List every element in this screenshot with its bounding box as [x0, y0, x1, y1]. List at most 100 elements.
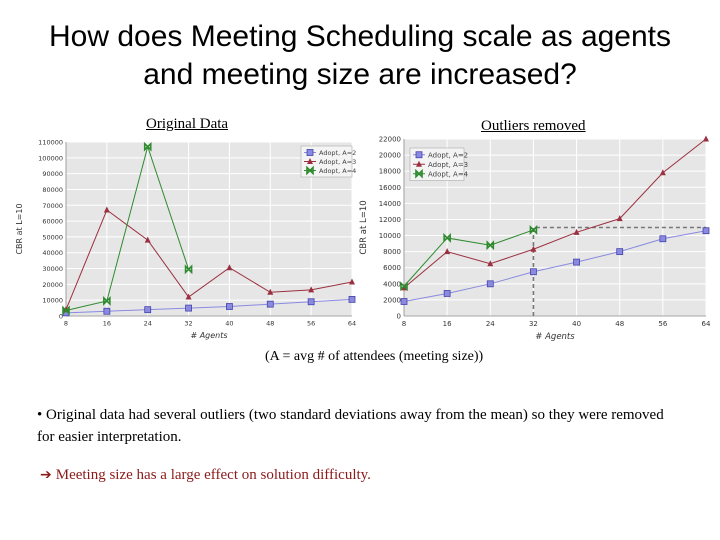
data-point: [486, 240, 495, 251]
legend-entry: Adopt, A=2: [428, 151, 468, 159]
data-point: [400, 281, 408, 292]
data-point: [267, 288, 274, 295]
data-point: [226, 264, 233, 271]
data-point: [703, 135, 709, 142]
x-tick-label: 24: [486, 320, 495, 328]
y-tick-label: 70000: [42, 202, 63, 210]
data-point: [573, 228, 580, 235]
data-point: [702, 227, 710, 235]
data-point: [659, 169, 666, 176]
y-tick-label: 22000: [379, 136, 401, 144]
outliers-removed-label: Outliers removed: [481, 118, 586, 134]
original-data-label: Original Data: [146, 116, 229, 132]
y-tick-label: 40000: [42, 249, 63, 257]
legend-marker: [306, 149, 314, 156]
data-point: [486, 280, 494, 288]
series-line: [65, 144, 190, 311]
data-point: [308, 286, 315, 293]
chart-original-data: 0 10000 20000 30000 40000 50000 60000 70000 8000…: [15, 139, 356, 341]
data-point: [103, 206, 110, 213]
x-tick-label: 32: [529, 320, 538, 328]
data-point: [143, 141, 152, 152]
data-point: [62, 305, 70, 316]
y-tick-label: 100000: [38, 154, 63, 162]
x-tick-label: 64: [348, 320, 356, 328]
chart-outliers-removed: 0 2000 4000 6000 8000 10000 12000 14000 16000 180…: [359, 135, 711, 342]
series-line: [65, 298, 353, 314]
data-point: [185, 293, 192, 300]
data-point: [573, 258, 580, 266]
x-tick-label: 40: [572, 320, 581, 328]
y-tick-label: 18000: [379, 168, 401, 176]
series-line: [403, 138, 707, 289]
y-tick-label: 2000: [383, 296, 401, 304]
y-tick-label: 110000: [38, 139, 63, 147]
data-point: [530, 245, 537, 252]
series-line: [403, 230, 707, 303]
y-tick-label: 14000: [379, 200, 401, 208]
legend-entry: Adopt, A=3: [319, 158, 356, 166]
data-point: [103, 307, 111, 315]
y-tick-label: 16000: [379, 184, 401, 192]
y-tick-label: 0: [397, 313, 401, 321]
legend-entry: Adopt, A=4: [428, 170, 469, 178]
y-tick-label: 50000: [42, 233, 63, 241]
arrow-right-icon: ➔: [40, 467, 52, 483]
reference-dashed-line: [532, 226, 706, 316]
data-point: [400, 298, 408, 305]
y-axis-label: CBR at L=10: [359, 200, 369, 254]
x-tick-label: 56: [658, 320, 667, 328]
x-tick-label: 64: [702, 320, 711, 328]
data-point: [226, 303, 233, 310]
legend-marker: [415, 151, 423, 159]
y-tick-label: 90000: [42, 170, 63, 178]
data-point: [307, 298, 315, 306]
data-point: [616, 248, 624, 256]
legend-entry: Adopt, A=3: [428, 161, 468, 169]
y-tick-label: 10000: [379, 232, 401, 240]
series-line: [403, 229, 534, 287]
legend-entry: Adopt, A=2: [319, 149, 356, 157]
data-point: [184, 264, 193, 275]
y-tick-label: 80000: [42, 186, 63, 194]
y-tick-label: 30000: [42, 265, 63, 273]
data-point: [144, 236, 151, 243]
y-tick-label: 20000: [42, 281, 63, 289]
x-tick-label: 8: [64, 320, 68, 328]
x-tick-label: 8: [402, 320, 406, 328]
conclusion-text: Meeting size has a large effect on solut…: [55, 467, 371, 483]
x-tick-label: 48: [615, 320, 624, 328]
y-tick-label: 4000: [383, 280, 401, 288]
data-point: [443, 233, 451, 243]
data-point: [487, 260, 494, 267]
legend-marker: [307, 158, 313, 164]
data-point: [530, 268, 537, 276]
x-tick-label: 32: [184, 320, 192, 328]
x-tick-label: 24: [144, 320, 152, 328]
data-point: [63, 306, 69, 313]
y-axis-label: CBR at L=10: [15, 203, 24, 254]
data-point: [444, 248, 451, 255]
data-point: [266, 300, 274, 308]
y-tick-label: 0: [59, 313, 63, 321]
attendees-caption: (A = avg # of attendees (meeting size)): [265, 349, 484, 364]
data-point: [349, 278, 355, 285]
data-point: [616, 215, 623, 222]
data-point: [348, 295, 356, 303]
data-point: [529, 224, 538, 235]
outlier-bullet-text: • Original data had several outliers (tw…: [37, 407, 664, 445]
x-tick-label: 56: [307, 320, 315, 328]
data-point: [185, 304, 192, 312]
slide-title: How does Meeting Scheduling scale as age…: [48, 20, 672, 91]
y-tick-label: 20000: [379, 152, 401, 160]
conclusion-line: ➔ Meeting size has a large effect on solu…: [40, 467, 371, 484]
series-line: [65, 209, 353, 310]
x-tick-label: 16: [103, 320, 111, 328]
y-tick-label: 6000: [383, 264, 401, 272]
x-tick-label: 16: [443, 320, 452, 328]
data-point: [144, 306, 152, 314]
legend-marker: [306, 165, 314, 176]
y-tick-label: 10000: [42, 297, 63, 305]
y-tick-label: 60000: [42, 218, 63, 226]
data-point: [103, 296, 111, 306]
